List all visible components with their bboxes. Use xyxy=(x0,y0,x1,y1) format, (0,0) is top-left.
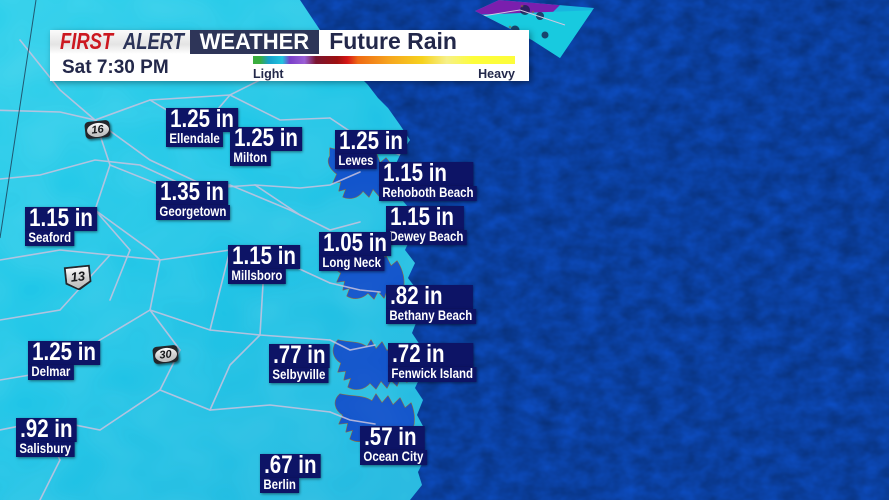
svg-text:13: 13 xyxy=(70,268,87,285)
